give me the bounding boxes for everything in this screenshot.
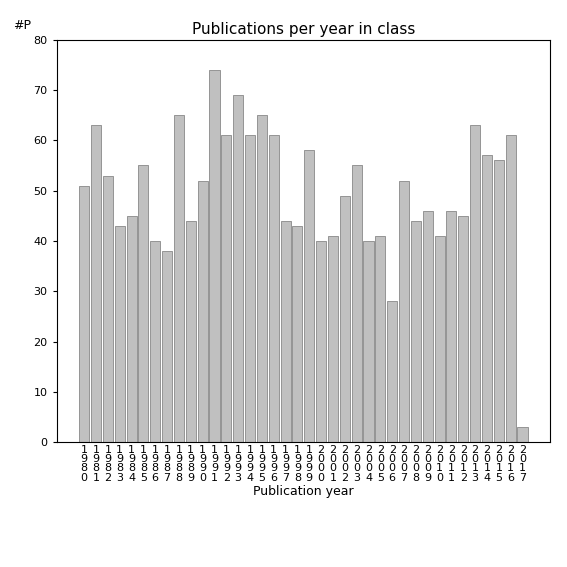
Bar <box>79 185 89 442</box>
Bar <box>138 166 149 442</box>
Bar <box>470 125 480 442</box>
Bar <box>375 236 386 442</box>
Bar <box>198 180 208 442</box>
X-axis label: Publication year: Publication year <box>253 485 354 498</box>
Y-axis label: #P: #P <box>13 19 31 32</box>
Bar <box>304 150 314 442</box>
Bar <box>233 95 243 442</box>
Bar <box>103 176 113 442</box>
Bar <box>352 166 362 442</box>
Bar <box>186 221 196 442</box>
Bar <box>518 427 527 442</box>
Bar <box>399 180 409 442</box>
Bar <box>434 236 445 442</box>
Bar <box>482 155 492 442</box>
Bar <box>221 136 231 442</box>
Bar <box>494 160 504 442</box>
Bar <box>387 302 397 442</box>
Bar <box>506 136 516 442</box>
Bar <box>174 115 184 442</box>
Bar <box>162 251 172 442</box>
Bar <box>340 196 350 442</box>
Bar <box>269 136 279 442</box>
Bar <box>281 221 291 442</box>
Bar <box>245 136 255 442</box>
Bar <box>458 216 468 442</box>
Bar <box>257 115 267 442</box>
Bar <box>209 70 219 442</box>
Bar <box>423 211 433 442</box>
Bar <box>316 241 326 442</box>
Bar <box>150 241 160 442</box>
Bar <box>115 226 125 442</box>
Bar <box>328 236 338 442</box>
Bar <box>446 211 456 442</box>
Bar <box>363 241 374 442</box>
Bar <box>126 216 137 442</box>
Bar <box>411 221 421 442</box>
Bar <box>91 125 101 442</box>
Title: Publications per year in class: Publications per year in class <box>192 22 415 37</box>
Bar <box>293 226 302 442</box>
